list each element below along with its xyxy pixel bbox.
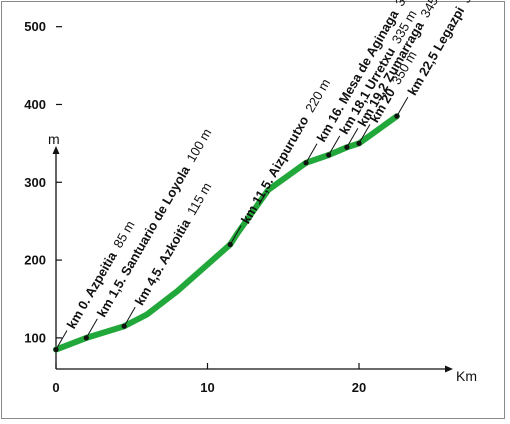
stop-leader-line [229,225,242,245]
stop-point [53,346,59,353]
stop-point [121,323,127,329]
stop-point [83,335,89,341]
x-axis-arrow [445,365,453,373]
stop-leader-line [358,124,371,144]
y-axis-arrow [52,146,60,154]
route-stops: km 0. Azpeitia85 mkm 1,5. Santuario de L… [53,0,489,353]
stop-point [356,140,362,146]
stop-point [344,144,350,150]
stop-elevation: 115 m [184,180,215,218]
stop-point [227,241,233,248]
stop-leader-line [396,96,409,117]
x-tick-label: 20 [352,380,366,395]
y-tick-label: 100 [24,330,46,345]
y-ticks: 100 200 300 400 500 [24,19,62,345]
stop-leader-line [123,306,136,327]
stop-elevation: 220 m [302,76,333,115]
y-axis-label: m [48,131,60,147]
stop-leader-line [346,127,359,148]
stop-elevation: 345 m [417,0,448,20]
x-tick-label: 10 [200,380,214,395]
y-tick-label: 200 [24,253,46,268]
stop-elevation: 385 m [458,0,489,5]
stop-leader-line [305,143,318,164]
x-ticks: 0 10 20 [52,363,366,395]
stop-leader-line [55,330,68,350]
stop-point [303,160,309,166]
stop-elevation: 325 m [392,0,423,9]
x-tick-label: 0 [52,380,59,395]
x-axis-label: Km [456,368,477,384]
y-tick-label: 400 [24,97,46,112]
stop-label: km 11,5. Aizpurutxo220 m [238,76,333,226]
stop-point [326,152,332,158]
stop-leader-line [328,135,341,156]
y-tick-label: 500 [24,19,46,34]
stop-leader-line [85,318,98,339]
stop-elevation: 100 m [183,126,214,165]
y-tick-label: 300 [24,175,46,190]
axes: m Km [48,131,477,384]
stop-point [394,113,400,119]
